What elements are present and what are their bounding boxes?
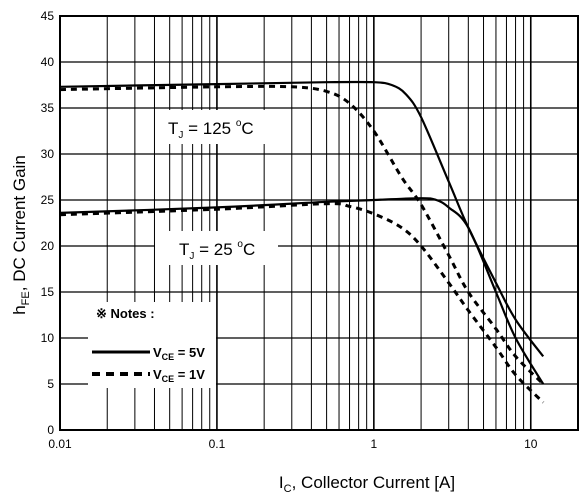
t125-mid: = 125 (183, 119, 235, 138)
series-line-3 (59, 202, 545, 404)
series-line-0 (59, 80, 545, 358)
series-line-1 (59, 84, 545, 386)
y-tick-label: 15 (41, 285, 55, 299)
y-axis-label: hFE, DC Current Gain (10, 155, 32, 315)
t125-pre: T (168, 119, 178, 138)
annotation-box-125 (155, 110, 278, 144)
t25-mid: = 25 (194, 240, 237, 259)
t25-pre: T (179, 240, 189, 259)
y-tick-label: 40 (41, 55, 55, 69)
y-tick-label: 35 (41, 101, 55, 115)
y-tick-labels: 0 5 10 15 20 25 30 35 40 45 (41, 9, 55, 437)
t25-sub: J (189, 251, 194, 262)
x-tick-labels: 0.01 0.1 1 10 (48, 437, 537, 451)
y-tick-label: 0 (47, 423, 54, 437)
x-axis-label-main: I (279, 473, 284, 492)
plot-frame (59, 15, 579, 431)
x-axis-label: IC, Collector Current [A] (279, 473, 455, 495)
y-tick-label: 25 (41, 193, 55, 207)
x-axis-label-sub: C (284, 483, 292, 495)
y-tick-label: 20 (41, 239, 55, 253)
legend-5v-post: = 5V (174, 345, 205, 360)
legend: ※ Notes : VCE = 5V VCE = 1V (92, 306, 205, 384)
series-line-2 (59, 197, 545, 385)
annotation-box-25 (155, 231, 278, 265)
x-tick-label: 10 (524, 437, 538, 451)
y-axis-label-main: h (10, 305, 29, 314)
series-layer (59, 80, 545, 404)
legend-5v-pre: V (153, 345, 162, 360)
legend-entry-1v: VCE = 1V (153, 367, 205, 384)
t25-post: C (243, 240, 255, 259)
legend-1v-sub: CE (162, 374, 175, 384)
legend-5v-sub: CE (162, 352, 175, 362)
x-tick-label: 0.01 (48, 437, 72, 451)
legend-entry-5v: VCE = 5V (153, 345, 205, 362)
y-tick-label: 45 (41, 9, 55, 23)
annotation-tj-125: TJ = 125 oC (168, 118, 254, 141)
t125-sub: J (178, 130, 183, 141)
legend-title: ※ Notes : (96, 306, 155, 321)
y-axis-label-rest: , DC Current Gain (10, 155, 29, 291)
x-tick-label: 0.1 (209, 437, 226, 451)
y-axis-label-sub: FE (20, 291, 32, 305)
t125-post: C (241, 119, 253, 138)
t25-sup: o (237, 239, 243, 250)
legend-1v-pre: V (153, 367, 162, 382)
x-tick-label: 1 (370, 437, 377, 451)
y-tick-label: 5 (47, 377, 54, 391)
t125-sup: o (236, 118, 242, 129)
x-axis-label-rest: , Collector Current [A] (292, 473, 455, 492)
legend-1v-post: = 1V (174, 367, 205, 382)
y-tick-label: 10 (41, 331, 55, 345)
annotation-tj-25: TJ = 25 oC (179, 239, 255, 262)
y-tick-label: 30 (41, 147, 55, 161)
